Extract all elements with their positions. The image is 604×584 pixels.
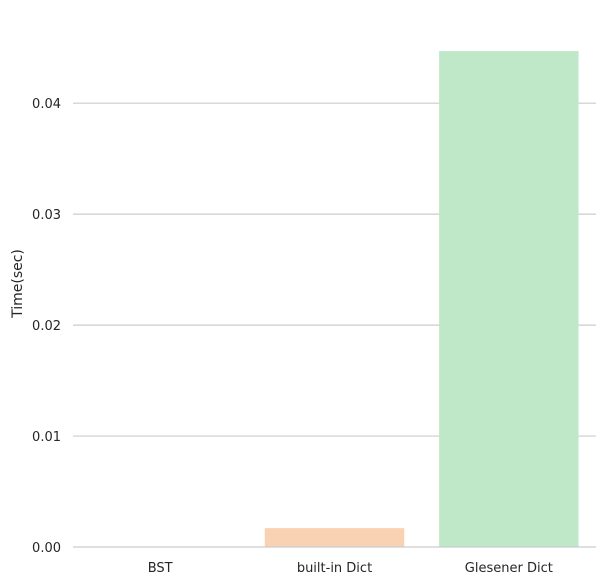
- y-tick-label: 0.02: [32, 319, 61, 334]
- x-tick-labels: BST built-in Dict Glesener Dict: [148, 561, 553, 576]
- x-tick-label: BST: [148, 561, 173, 576]
- bars: [264, 51, 579, 548]
- y-tick-label: 0.04: [32, 97, 61, 112]
- x-tick-label: built-in Dict: [297, 561, 372, 576]
- y-tick-label: 0.01: [32, 430, 61, 445]
- y-axis-title: Time(sec): [10, 249, 26, 319]
- bar-glesener-dict: [439, 51, 579, 548]
- y-tick-labels: 0.00 0.01 0.02 0.03 0.04: [32, 97, 61, 556]
- bar-built-in-dict: [264, 528, 405, 547]
- x-tick-label: Glesener Dict: [465, 561, 553, 576]
- y-tick-label: 0.03: [32, 208, 61, 223]
- y-tick-label: 0.00: [32, 541, 61, 556]
